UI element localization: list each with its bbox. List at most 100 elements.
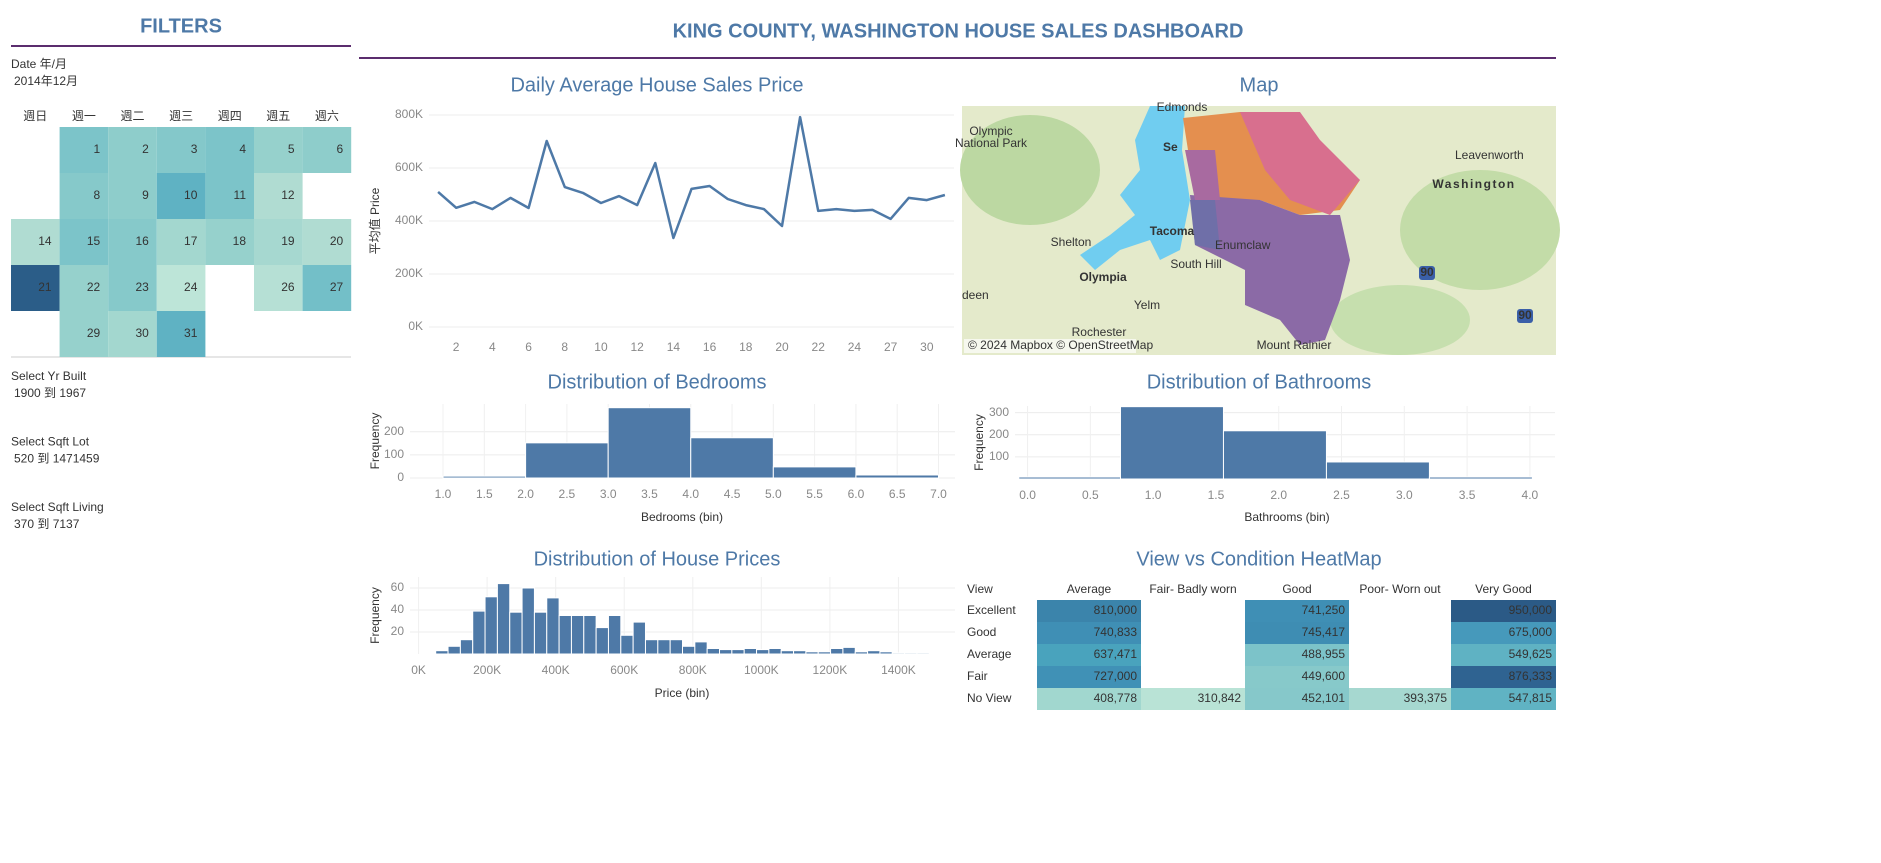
calendar-day [254,265,303,311]
x-tick-label: 10 [594,340,608,354]
x-axis-label: Bathrooms (bin) [1244,510,1329,524]
highway-shield [1517,309,1533,323]
histogram-bar [620,634,634,655]
map-label: 90 [1518,308,1532,322]
map-label: Olympia [1079,270,1127,284]
x-tick-label: 22 [812,340,826,354]
y-tick-label: 400K [395,213,423,227]
map-label: South Hill [1170,257,1221,271]
histogram-bar [1222,430,1327,480]
heatmap-value: 810,000 [1094,603,1138,617]
map-label: Yelm [1134,298,1160,312]
x-tick-label: 1.0 [1145,488,1162,502]
day-number: 30 [135,326,149,340]
calendar-day [254,219,303,265]
heatmap-value: 637,471 [1094,647,1138,661]
x-tick-label: 0.0 [1019,488,1036,502]
map-label: Mount Rainier [1257,338,1332,352]
column-header: Good [1282,582,1311,596]
histogram-bar [459,639,474,655]
histogram-bar [546,597,560,655]
heatmap-value: 547,815 [1509,691,1553,705]
map-label: deen [962,288,989,302]
map-region [1240,112,1360,215]
calendar-day [59,265,109,311]
heatmap-value: 393,375 [1404,691,1448,705]
histogram-bar [1325,461,1430,480]
histogram-bar [484,596,498,655]
x-tick-label: 20 [775,340,789,354]
price-line [437,115,946,240]
histogram-bar [607,407,692,479]
calendar-day [59,127,109,173]
map-label: Enumclaw [1215,238,1271,252]
day-number: 15 [87,234,101,248]
filter-label: Select Sqft Lot [11,435,90,449]
map-label: Edmonds [1157,100,1208,114]
map-label: Olympic [969,124,1012,138]
x-tick-label: 1.5 [1208,488,1225,502]
filter-value: 520 到 1471459 [14,452,100,466]
x-tick-label: 3.0 [600,487,617,501]
calendar-day [108,127,157,173]
x-tick-label: 2.5 [1333,488,1350,502]
day-number: 19 [281,234,295,248]
day-number: 9 [142,188,149,202]
x-tick-label: 6.5 [889,487,906,501]
attribution-bg [964,339,1136,353]
column-header: View [967,582,993,596]
day-number: 20 [330,234,344,248]
day-number: 31 [184,326,198,340]
highway-shield [1419,266,1435,280]
heatmap-cell [1141,688,1245,710]
heatmap-cell [1245,600,1349,622]
map-attribution: © 2024 Mapbox © OpenStreetMap [968,338,1153,352]
x-tick-label: 800K [679,663,707,677]
histogram-bar [442,475,527,479]
x-tick-label: 18 [739,340,753,354]
x-tick-label: 5.0 [765,487,782,501]
histogram-bar [719,649,733,655]
x-tick-label: 5.5 [806,487,823,501]
calendar-day [254,127,303,173]
heatmap-cell [1037,622,1141,644]
row-header: Fair [967,669,988,683]
map-label: Leavenworth [1455,148,1524,162]
heatmap-cell [1451,600,1556,622]
x-tick-label: 2.0 [517,487,534,501]
histogram-bar [891,652,906,655]
day-number: 2 [142,142,149,156]
calendar-day [156,127,206,173]
calendar-day [156,219,206,265]
calendar-day [205,127,254,173]
histogram-bar [731,649,745,655]
heatmap-cell [1451,666,1556,688]
histogram-bar [879,651,893,655]
x-tick-label: 6.0 [848,487,865,501]
day-number: 8 [94,188,101,202]
x-tick-label: 27 [884,340,898,354]
y-axis-label: Frequency [368,587,382,644]
heatmap-cell [1245,644,1349,666]
row-header: Average [967,647,1012,661]
heatmap-value: 310,842 [1198,691,1242,705]
x-tick-label: 0.5 [1082,488,1099,502]
heatmap-value: 876,333 [1509,669,1553,683]
x-tick-label: 0K [411,663,426,677]
chart-title: Daily Average House Sales Price [510,74,803,96]
histogram-bar [768,648,782,655]
calendar-day [302,127,352,173]
day-number: 26 [281,280,295,294]
date-label: Date 年/月 [11,57,67,71]
histogram-bar [472,610,486,655]
day-number: 5 [288,142,295,156]
heatmap-cell [1037,688,1141,710]
day-number: 21 [38,280,52,294]
histogram-bar [570,615,585,655]
histogram-bar [1428,476,1533,480]
calendar-day [302,265,352,311]
map-title: Map [1240,74,1279,96]
weekday-label: 週六 [315,109,339,123]
heatmap-cell [1037,644,1141,666]
